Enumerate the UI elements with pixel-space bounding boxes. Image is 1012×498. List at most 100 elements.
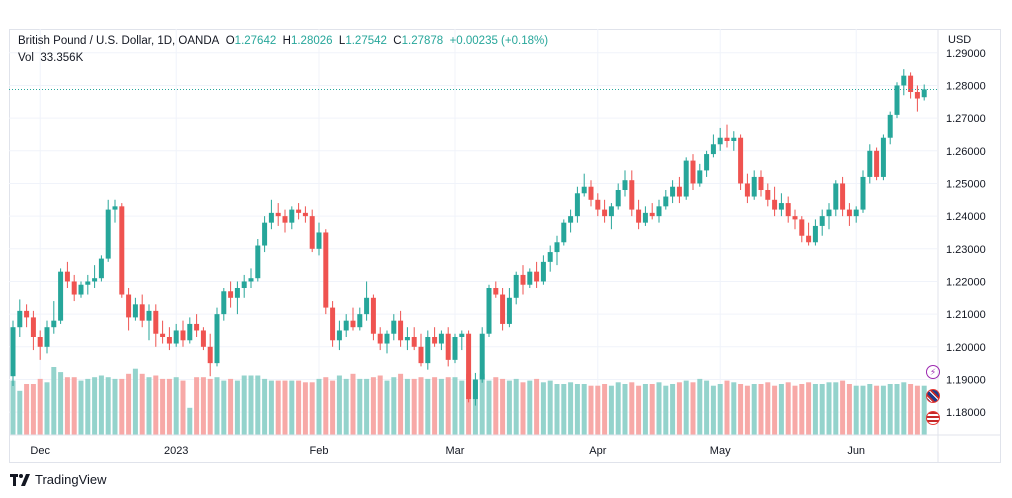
volume-bar [289, 380, 295, 435]
candle-body [547, 252, 553, 262]
volume-bar [914, 385, 920, 435]
volume-bar [554, 384, 560, 435]
volume-bar [908, 384, 914, 435]
volume-bar [595, 385, 601, 435]
volume-bar [425, 378, 431, 435]
volume-bar [214, 377, 220, 435]
candle-body [785, 203, 791, 217]
candle-body [350, 320, 356, 328]
lightning-icon[interactable]: ⚡ [926, 365, 940, 379]
currency-label[interactable]: USD [948, 34, 972, 46]
volume-bar [160, 378, 166, 435]
candle-body [309, 216, 315, 249]
volume-bar [785, 382, 791, 435]
candle-body [377, 333, 383, 344]
candle-body [479, 333, 485, 380]
candle-body [520, 274, 526, 285]
candle-body [778, 203, 784, 210]
candle-body [418, 346, 424, 364]
symbol-title[interactable]: British Pound / U.S. Dollar, 1D, OANDA [18, 35, 220, 47]
candle-body [574, 193, 580, 217]
volume-bar [92, 377, 98, 435]
price-axis[interactable]: 1.18000 1.19000 1.20000 1.21000 1.22000 1.230… [946, 48, 986, 419]
volume-bar [534, 378, 540, 435]
candle-body [146, 310, 152, 321]
volume-bar [248, 375, 254, 435]
volume-bar [302, 382, 308, 435]
volume-bar [404, 378, 410, 435]
candle-body [765, 190, 771, 200]
volume-bar [656, 382, 662, 435]
high-label: H [282, 35, 291, 47]
candle-body [92, 278, 98, 282]
time-tick-label: May [710, 445, 731, 457]
chart-plot[interactable]: 1.18000 1.19000 1.20000 1.21000 1.22000 1.230… [9, 29, 1001, 463]
candles [10, 69, 927, 406]
candle-body [330, 307, 336, 341]
volume-bar [765, 382, 771, 435]
volume-label[interactable]: Vol [18, 52, 34, 64]
candle-body [112, 206, 118, 210]
candle-body [513, 274, 519, 298]
volume-bar [540, 382, 546, 435]
candle-body [799, 219, 805, 236]
volume-bar [574, 384, 580, 435]
volume-bar [126, 373, 132, 435]
volume-bar [853, 385, 859, 435]
volume-bar [309, 382, 315, 435]
price-tick-label: 1.18000 [946, 407, 986, 419]
volume-bar [819, 384, 825, 435]
price-tick-label: 1.29000 [946, 48, 986, 60]
us-flag-icon[interactable] [926, 411, 940, 425]
tradingview-logo[interactable]: TradingView [10, 472, 107, 487]
volume-bar [30, 384, 36, 435]
candle-body [554, 242, 560, 253]
candle-body [459, 333, 465, 337]
volume-bar [364, 378, 370, 435]
volume-bar [139, 373, 145, 435]
candle-body [914, 92, 920, 99]
volume-bar [316, 378, 322, 435]
volume-bar [296, 380, 302, 435]
candle-body [731, 137, 737, 141]
candle-body [792, 216, 798, 220]
candle-body [690, 160, 696, 184]
volume-bar [452, 377, 458, 435]
volume-bar [608, 385, 614, 435]
volume-bar [391, 377, 397, 435]
volume-bar [799, 384, 805, 435]
candle-body [588, 186, 594, 200]
volume-bar [629, 382, 635, 435]
volume-bar [146, 377, 152, 435]
candle-body [840, 183, 846, 210]
candle-body [248, 278, 254, 282]
volume-bar [200, 377, 206, 435]
volume-bar [676, 382, 682, 435]
volume-bar [221, 380, 227, 435]
candle-body [629, 180, 635, 210]
candle-body [289, 209, 295, 223]
candle-body [724, 137, 730, 141]
price-tick-label: 1.24000 [946, 211, 986, 223]
price-tick-label: 1.26000 [946, 146, 986, 158]
candle-body [493, 288, 499, 295]
volume-bar [384, 380, 390, 435]
volume-bar [880, 385, 886, 435]
volume-bar [663, 385, 669, 435]
candle-body [343, 320, 349, 331]
uk-flag-icon[interactable] [926, 389, 940, 403]
time-tick-label: Mar [446, 445, 465, 457]
candle-body [704, 154, 710, 171]
time-axis[interactable]: Dec 2023 Feb Mar Apr May Jun [30, 445, 865, 457]
volume-bar [377, 375, 383, 435]
open-label: O [225, 35, 235, 47]
candle-body [758, 176, 764, 190]
volume-bar [887, 384, 893, 435]
candle-body [173, 330, 179, 344]
volume-bar [683, 380, 689, 435]
candle-body [846, 209, 852, 217]
volume-bar [275, 380, 281, 435]
volume-bar [636, 385, 642, 435]
volume-bar [343, 378, 349, 435]
candle-body [214, 314, 220, 364]
